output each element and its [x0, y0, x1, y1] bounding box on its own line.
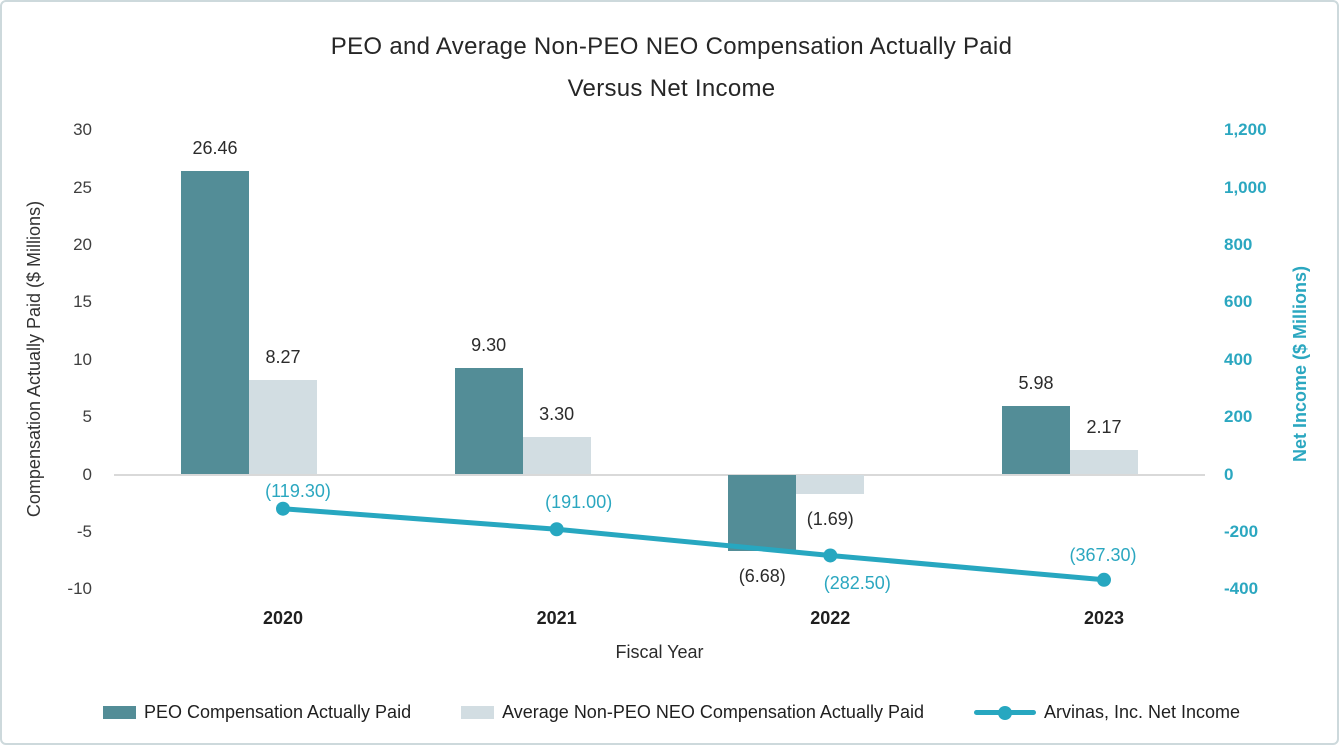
zero-axis-line: [114, 473, 1205, 476]
non-peo-bar: [522, 436, 591, 475]
net-income-marker: [1097, 572, 1111, 587]
non-peo-bar: [249, 379, 317, 475]
non-peo-bar-swatch-icon: [461, 706, 495, 719]
right-axis-tick-label: 1,000: [1224, 177, 1267, 197]
peo-bar: [1002, 405, 1070, 475]
non-peo-bar-value-label: 3.30: [539, 403, 575, 424]
net-income-value-label: (282.50): [823, 573, 891, 594]
left-axis-tick-label: 15: [73, 292, 92, 312]
net-income-marker-icon: [997, 705, 1012, 720]
right-axis-tick-label: 600: [1224, 292, 1253, 312]
net-income-line: [280, 506, 1107, 583]
left-axis-tick-label: 0: [82, 464, 92, 484]
peo-bar-swatch-icon: [102, 706, 136, 719]
non-peo-bar-value-label: (1.69): [806, 508, 854, 529]
net-income-marker: [549, 522, 564, 537]
left-axis-tick-label: 30: [73, 120, 92, 140]
x-tick-label-2023: 2023: [1083, 608, 1125, 628]
legend-item-peo: PEO Compensation Actually Paid: [102, 702, 412, 723]
net-income-value-label: (191.00): [545, 492, 613, 513]
net-income-marker: [823, 548, 838, 563]
peo-bar: [181, 171, 249, 475]
left-axis-tick-label: 25: [73, 177, 92, 197]
left-axis-tick-label: -5: [76, 521, 92, 541]
non-peo-bar: [796, 474, 865, 494]
legend-label-peo: PEO Compensation Actually Paid: [143, 702, 412, 722]
chart-title-line2: Versus Net Income: [567, 75, 776, 102]
x-tick-label-2020: 2020: [262, 608, 304, 628]
legend-label-net-income: Arvinas, Inc. Net Income: [1043, 702, 1241, 722]
right-axis-tick-label: 0: [1224, 464, 1234, 484]
peo-bar-value-label: 26.46: [192, 138, 238, 159]
left-axis-tick-label: -10: [67, 579, 92, 599]
right-axis-tick-label: 400: [1224, 349, 1253, 369]
net-income-line-swatch-icon: [973, 705, 1036, 720]
right-axis-tick-label: 800: [1224, 235, 1253, 255]
right-axis-tick-label: 200: [1224, 407, 1253, 427]
chart-title-line1: PEO and Average Non-PEO NEO Compensation…: [330, 33, 1013, 60]
x-axis-title: Fiscal Year: [615, 642, 704, 662]
x-tick-label-2022: 2022: [810, 608, 851, 628]
peo-bar-value-label: 9.30: [471, 334, 507, 355]
legend: PEO Compensation Actually Paid Average N…: [2, 702, 1337, 723]
right-axis-tick-label: -400: [1224, 579, 1259, 599]
left-axis-tick-label: 10: [73, 349, 92, 369]
net-income-value-label: (119.30): [265, 480, 331, 501]
net-income-value-label: (367.30): [1069, 544, 1137, 565]
net-income-marker: [276, 501, 290, 516]
legend-item-non-peo: Average Non-PEO NEO Compensation Actuall…: [461, 702, 924, 723]
non-peo-bar-value-label: 2.17: [1086, 416, 1122, 437]
chart-title: PEO and Average Non-PEO NEO Compensation…: [2, 26, 1337, 110]
legend-label-non-peo: Average Non-PEO NEO Compensation Actuall…: [502, 702, 924, 722]
right-axis-tick-label: 1,200: [1224, 120, 1267, 140]
non-peo-bar-value-label: 8.27: [265, 346, 301, 367]
legend-item-net-income: Arvinas, Inc. Net Income: [973, 702, 1241, 723]
peo-bar: [454, 367, 523, 475]
left-axis-tick-label: 5: [82, 407, 92, 427]
left-axis-tick-label: 20: [73, 235, 92, 255]
right-axis-tick-label: -200: [1224, 521, 1259, 541]
x-tick-label-2021: 2021: [536, 608, 577, 628]
non-peo-bar: [1070, 449, 1138, 475]
peo-bar-value-label: 5.98: [1018, 372, 1054, 393]
